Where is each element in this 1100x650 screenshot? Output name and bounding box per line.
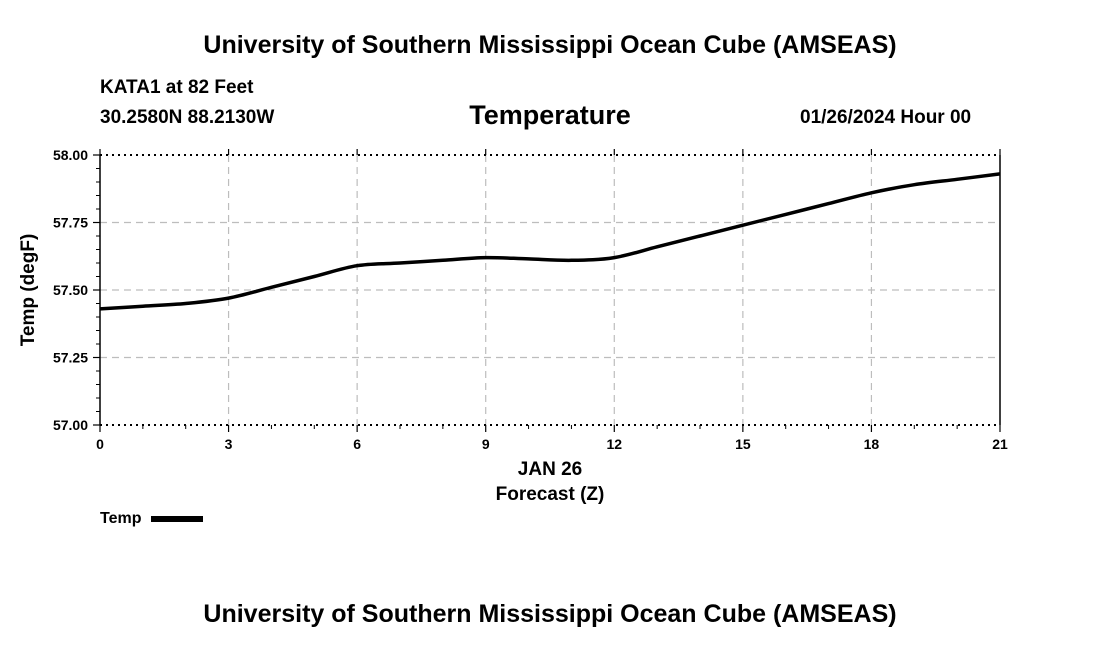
x-tick-label: 18: [864, 436, 880, 452]
page-title: University of Southern Mississippi Ocean…: [203, 31, 897, 59]
x-tick-label: 9: [482, 436, 490, 452]
x-tick-label: 0: [96, 436, 104, 452]
x-tick-label: 12: [606, 436, 622, 452]
x-axis-date-label: JAN 26: [518, 459, 582, 480]
tick-labels: 0 3 6 9 12 15 18 21 57.00 57.25 57.50 57.75 58.00: [53, 147, 1008, 452]
footer-title: University of Southern Mississippi Ocean…: [203, 600, 897, 628]
y-tick-label: 57.00: [53, 417, 88, 433]
chart-title: Temperature: [469, 100, 631, 130]
x-tick-label: 21: [992, 436, 1008, 452]
legend: Temp: [100, 510, 204, 528]
temp-series-line: [99, 172, 1001, 311]
axes: [93, 149, 1001, 432]
legend-line-swatch: [151, 516, 204, 522]
grid: [100, 155, 1000, 425]
date-label: 01/26/2024 Hour 00: [800, 107, 972, 128]
y-tick-label: 57.25: [53, 350, 88, 366]
x-tick-label: 15: [735, 436, 751, 452]
x-tick-label: 6: [353, 436, 361, 452]
y-axis-label: Temp (degF): [18, 234, 39, 347]
coordinates-label: 30.2580N 88.2130W: [100, 107, 275, 128]
series-layer: [99, 172, 1001, 311]
station-label: KATA1 at 82 Feet: [100, 77, 254, 98]
y-tick-label: 58.00: [53, 147, 88, 163]
y-tick-label: 57.75: [53, 215, 88, 231]
legend-label: Temp: [100, 510, 142, 527]
x-tick-label: 3: [225, 436, 233, 452]
y-tick-label: 57.50: [53, 282, 88, 298]
x-axis-label: Forecast (Z): [496, 484, 605, 505]
